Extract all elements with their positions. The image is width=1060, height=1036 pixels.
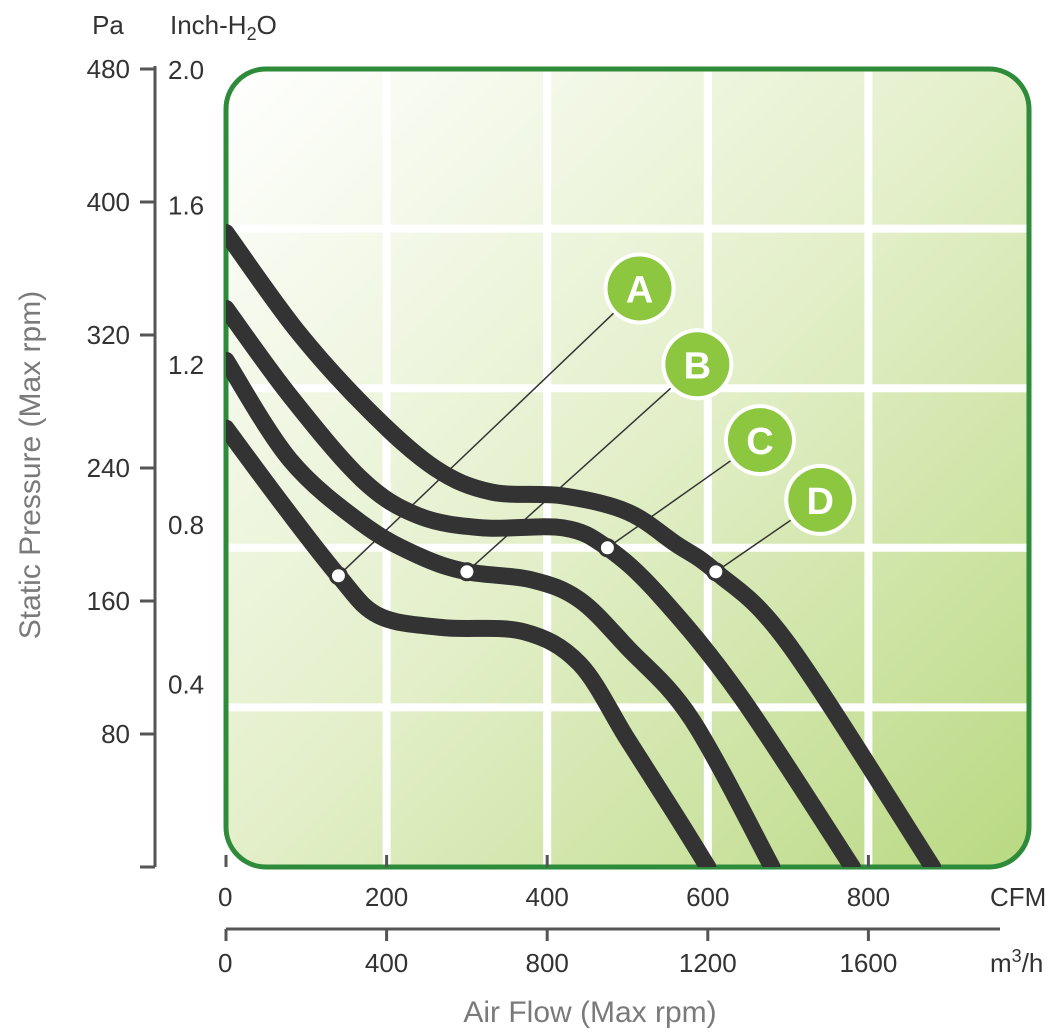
cfm-unit-label: CFM [990, 882, 1046, 912]
performance-curves [226, 224, 942, 867]
pa-tick-label: 240 [87, 453, 130, 483]
cfm-tick-label: 600 [686, 882, 729, 912]
badge-c [727, 408, 792, 473]
badge-label-b: B [684, 345, 711, 387]
pa-tick-label: 480 [87, 54, 130, 84]
badge-b [665, 332, 730, 397]
curve-d [226, 224, 942, 867]
pa-tick-label: 400 [87, 187, 130, 217]
m3h-tick-label: 0 [218, 948, 232, 978]
badge-d [788, 467, 853, 532]
m3h-unit-suffix: /h [1022, 948, 1044, 978]
pa-tick-label: 80 [101, 719, 130, 749]
m3h-axis-ticks: 0 400 800 1200 1600 [218, 929, 897, 978]
x-axis-title: Air Flow (Max rpm) [463, 996, 716, 1029]
inch-tick-label: 1.6 [168, 191, 204, 221]
curve-c [226, 299, 861, 867]
y-axis-title: Static Pressure (Max rpm) [14, 291, 47, 639]
inch-unit-suffix: O [257, 10, 277, 40]
inch-unit-label: Inch-H2O [170, 10, 277, 44]
pa-tick-label: 320 [87, 320, 130, 350]
inch-tick-label: 0.4 [168, 669, 204, 699]
cfm-tick-label: 200 [365, 882, 408, 912]
cfm-axis-ticks: 0 200 400 600 800 [218, 855, 890, 912]
m3h-unit-label: m3/h [990, 946, 1043, 978]
operating-point-c [597, 538, 617, 558]
m3h-tick-label: 1600 [839, 948, 897, 978]
inch-tick-label: 2.0 [168, 55, 204, 85]
pa-tick-label: 160 [87, 586, 130, 616]
m3h-tick-label: 400 [365, 948, 408, 978]
operating-point-b [457, 562, 477, 582]
m3h-tick-label: 800 [526, 948, 569, 978]
inch-tick-label: 0.8 [168, 510, 204, 540]
operating-point-d [706, 562, 726, 582]
m3h-unit-prefix: m [990, 948, 1012, 978]
m3h-unit-sup: 3 [1012, 946, 1022, 966]
badge-label-d: D [806, 481, 833, 523]
cfm-tick-label: 400 [526, 882, 569, 912]
operating-point-a [328, 566, 348, 586]
cfm-tick-label: 0 [218, 882, 232, 912]
operating-points [328, 538, 726, 586]
leader-line-b [466, 363, 698, 573]
inch-axis-ticks: 0.4 0.8 1.2 1.6 2.0 [168, 55, 204, 699]
badge-label-c: C [746, 421, 773, 463]
plot-frame [223, 66, 1032, 870]
pa-axis-ticks: 80 160 240 320 400 480 [87, 54, 155, 869]
plot-background [226, 69, 1029, 867]
inch-unit-prefix: Inch-H [170, 10, 247, 40]
curve-a [226, 419, 717, 867]
leader-line-a [337, 287, 641, 577]
badge-label-a: A [626, 269, 653, 311]
badge-a [607, 256, 672, 321]
pa-unit-label: Pa [92, 10, 124, 40]
curve-b [226, 351, 781, 867]
inch-unit-sub: 2 [247, 24, 257, 44]
inch-tick-label: 1.2 [168, 350, 204, 380]
cfm-tick-label: 800 [847, 882, 890, 912]
m3h-tick-label: 1200 [679, 948, 737, 978]
